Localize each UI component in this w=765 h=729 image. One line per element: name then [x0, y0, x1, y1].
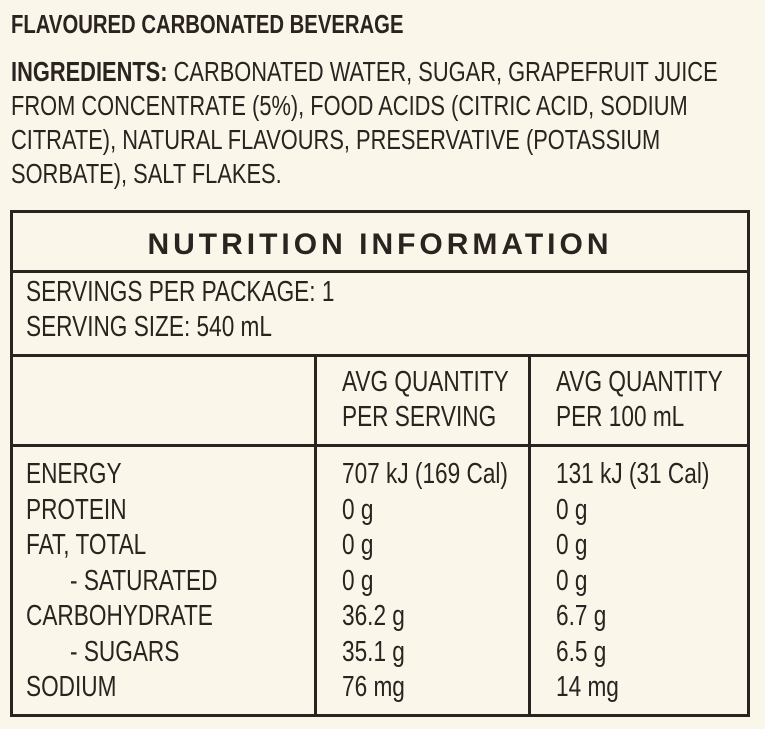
per-serving-value: 35.1 g: [342, 635, 405, 668]
per-serving-value: 36.2 g: [342, 600, 405, 632]
product-title-text: FLAVOURED CARBONATED BEVERAGE: [11, 9, 404, 39]
servings-per-package: SERVINGS PER PACKAGE: 1: [26, 275, 421, 309]
ingredients-line-4: SORBATE), SALT FLAKES.: [11, 158, 282, 189]
per-serving-value: 0 g: [342, 564, 374, 597]
nutrient-name: FAT, TOTAL: [26, 529, 147, 561]
column-header-per-serving-line-2: PER SERVING: [342, 401, 497, 433]
per-serving-value: 707 kJ (169 Cal): [342, 458, 508, 490]
per-100ml-value: 0 g: [556, 564, 588, 597]
column-divider-2: [528, 354, 531, 714]
ingredients-line-2: FROM CONCENTRATE (5%), FOOD ACIDS (CITRI…: [11, 90, 688, 121]
per-serving-value: 0 g: [342, 529, 374, 561]
per-100ml-value: 0 g: [556, 529, 588, 561]
column-header-per-100ml-line-1: AVG QUANTITY: [556, 366, 723, 398]
nutrition-title: NUTRITION INFORMATION: [147, 228, 613, 261]
nutrient-name: PROTEIN: [26, 493, 127, 526]
ingredients-block: INGREDIENTS: CARBONATED WATER, SUGAR, GR…: [11, 55, 765, 191]
product-title: FLAVOURED CARBONATED BEVERAGE: [11, 9, 514, 39]
nutrient-names: ENERGY PROTEIN FAT, TOTAL - SATURATED CA…: [26, 457, 266, 706]
per-100ml-values: 131 kJ (31 Cal) 0 g 0 g 0 g 6.7 g 6.5 g …: [556, 457, 753, 706]
nutrient-name: CARBOHYDRATE: [26, 600, 213, 632]
nutrient-name: - SATURATED: [70, 564, 218, 597]
serving-size-text: SERVING SIZE: 540 mL: [26, 311, 272, 343]
ingredients-line-1: CARBONATED WATER, SUGAR, GRAPEFRUIT JUIC…: [167, 56, 718, 87]
divider-title: [13, 270, 747, 273]
per-100ml-value: 6.7 g: [556, 600, 607, 632]
column-header-per-100ml: AVG QUANTITY PER 100 mL: [556, 365, 765, 435]
per-100ml-value: 6.5 g: [556, 635, 607, 668]
servings-per-package-text: SERVINGS PER PACKAGE: 1: [26, 276, 335, 308]
nutrient-name: SODIUM: [26, 671, 117, 703]
ingredients-label: INGREDIENTS:: [11, 56, 168, 87]
nutrient-name: - SUGARS: [70, 635, 180, 668]
column-header-per-serving-line-1: AVG QUANTITY: [342, 366, 509, 398]
nutrition-panel: NUTRITION INFORMATION SERVINGS PER PACKA…: [10, 210, 750, 717]
divider-columns: [13, 444, 747, 447]
per-100ml-value: 14 mg: [556, 671, 619, 703]
per-100ml-value: 131 kJ (31 Cal): [556, 458, 710, 490]
per-serving-value: 76 mg: [342, 671, 405, 703]
nutrient-name: ENERGY: [26, 458, 122, 490]
column-header-per-100ml-line-2: PER 100 mL: [556, 401, 685, 433]
ingredients-line-3: CITRATE), NATURAL FLAVOURS, PRESERVATIVE…: [11, 124, 661, 155]
column-header-per-serving: AVG QUANTITY PER SERVING: [342, 365, 556, 435]
per-100ml-value: 0 g: [556, 493, 588, 526]
column-divider-1: [314, 354, 317, 714]
serving-size: SERVING SIZE: 540 mL: [26, 310, 341, 344]
divider-header: [13, 354, 747, 357]
per-serving-values: 707 kJ (169 Cal) 0 g 0 g 0 g 36.2 g 35.1…: [342, 457, 555, 706]
per-serving-value: 0 g: [342, 493, 374, 526]
